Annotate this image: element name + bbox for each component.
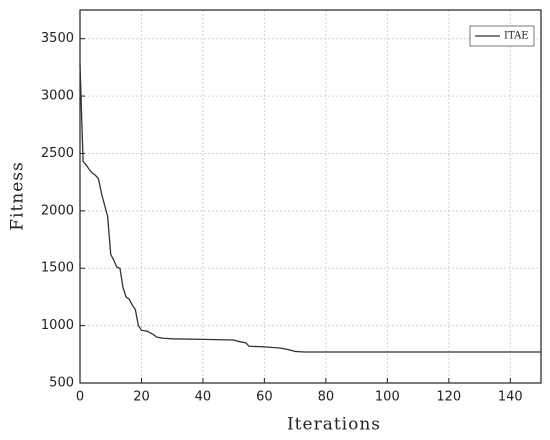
x-tick-label: 140 — [498, 390, 523, 405]
legend-box — [469, 25, 535, 47]
x-tick-label: 120 — [436, 390, 461, 405]
x-axis-title: Iterations — [287, 415, 381, 435]
x-tick-label: 60 — [256, 390, 273, 405]
y-tick-label: 3500 — [41, 31, 74, 46]
y-tick-label: 1500 — [41, 261, 74, 276]
y-tick-label: 2500 — [41, 146, 74, 161]
y-tick-label: 1000 — [41, 318, 74, 333]
y-axis-title: Fitness — [8, 161, 28, 231]
y-tick-label: 2000 — [41, 203, 74, 218]
y-tick-label: 3000 — [41, 89, 74, 104]
x-tick-label: 80 — [318, 390, 335, 405]
x-tick-label: 40 — [195, 390, 212, 405]
x-tick-label: 20 — [133, 390, 150, 405]
x-tick-label: 0 — [76, 390, 84, 405]
plot-frame — [79, 9, 542, 384]
y-tick-label: 500 — [49, 376, 74, 391]
x-tick-label: 100 — [375, 390, 400, 405]
data-line — [79, 63, 541, 353]
legend-label: ITAE — [504, 31, 529, 42]
